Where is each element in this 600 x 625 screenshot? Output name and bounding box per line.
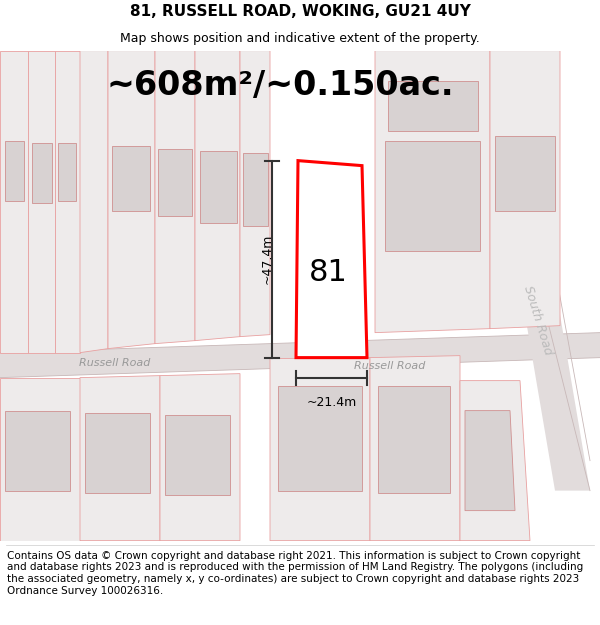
Polygon shape <box>240 51 270 337</box>
Polygon shape <box>160 374 240 541</box>
Text: ~47.4m: ~47.4m <box>260 234 274 284</box>
Polygon shape <box>108 51 155 349</box>
Polygon shape <box>243 152 268 226</box>
Polygon shape <box>375 51 490 332</box>
Text: South Road: South Road <box>521 284 555 357</box>
Text: ~608m²/~0.150ac.: ~608m²/~0.150ac. <box>106 69 454 102</box>
Polygon shape <box>0 51 28 352</box>
Polygon shape <box>58 142 76 201</box>
Polygon shape <box>0 378 80 541</box>
Polygon shape <box>378 386 450 492</box>
Polygon shape <box>0 332 600 378</box>
Polygon shape <box>460 381 530 541</box>
Polygon shape <box>5 141 24 201</box>
Polygon shape <box>480 51 590 491</box>
Polygon shape <box>490 51 560 329</box>
Polygon shape <box>388 81 478 131</box>
Polygon shape <box>158 149 192 216</box>
Polygon shape <box>370 356 460 541</box>
Text: 81: 81 <box>308 258 347 287</box>
Polygon shape <box>465 411 515 511</box>
Polygon shape <box>28 51 55 352</box>
Polygon shape <box>278 386 362 491</box>
Text: Contains OS data © Crown copyright and database right 2021. This information is : Contains OS data © Crown copyright and d… <box>7 551 583 596</box>
Polygon shape <box>195 51 240 341</box>
Polygon shape <box>200 151 237 222</box>
Polygon shape <box>85 412 150 492</box>
Polygon shape <box>55 51 80 352</box>
Polygon shape <box>112 146 150 211</box>
Polygon shape <box>5 411 70 491</box>
Text: Russell Road: Russell Road <box>79 357 151 367</box>
Polygon shape <box>80 376 160 541</box>
Polygon shape <box>80 51 108 352</box>
Polygon shape <box>296 161 367 358</box>
Polygon shape <box>270 357 370 541</box>
Polygon shape <box>385 141 480 251</box>
Text: ~21.4m: ~21.4m <box>307 396 356 409</box>
Text: Russell Road: Russell Road <box>355 361 425 371</box>
Polygon shape <box>495 136 555 211</box>
Text: 81, RUSSELL ROAD, WOKING, GU21 4UY: 81, RUSSELL ROAD, WOKING, GU21 4UY <box>130 4 470 19</box>
Text: Map shows position and indicative extent of the property.: Map shows position and indicative extent… <box>120 31 480 44</box>
Polygon shape <box>32 142 52 202</box>
Polygon shape <box>165 414 230 494</box>
Polygon shape <box>155 51 195 344</box>
